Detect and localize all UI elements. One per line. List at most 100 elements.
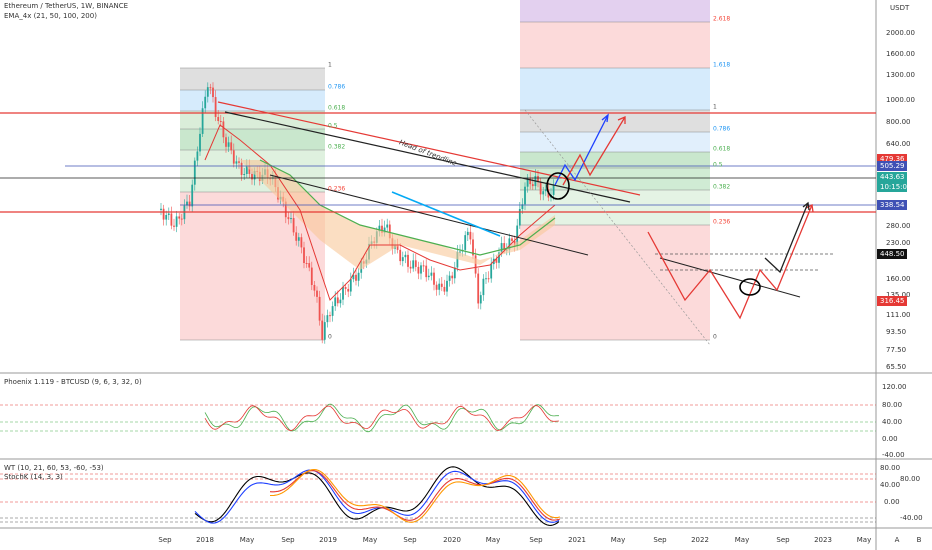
stoch-line <box>269 470 561 521</box>
time-axis-label: 2020 <box>443 536 461 544</box>
candle <box>531 184 534 187</box>
candle <box>459 251 461 253</box>
price-axis-label: 93.50 <box>886 328 906 336</box>
candle <box>310 267 313 285</box>
candle <box>222 121 225 138</box>
candle <box>427 275 430 278</box>
candle <box>357 272 360 281</box>
candle <box>214 97 217 117</box>
price-tag <box>877 200 907 210</box>
fib-label: 0.236 <box>713 219 730 226</box>
candle <box>344 286 347 289</box>
fib-label: 1 <box>328 62 332 69</box>
phoenix-axis-label: 120.00 <box>882 383 907 391</box>
price-tag <box>877 172 907 182</box>
candle <box>303 247 305 263</box>
candle <box>401 257 404 262</box>
fib-label: 0 <box>713 334 717 341</box>
candle <box>219 120 222 122</box>
price-axis-label: 1600.00 <box>886 50 915 58</box>
price-tag-label: 338.54 <box>880 201 905 209</box>
candle <box>511 238 513 241</box>
price-axis-label: 77.50 <box>886 346 906 354</box>
candle <box>165 214 168 220</box>
fib-label: 0.786 <box>328 84 345 91</box>
drawing-path <box>617 116 626 124</box>
candle <box>287 217 290 220</box>
candle <box>253 170 256 180</box>
fib-label: 0.5 <box>713 162 723 169</box>
fib-zone <box>520 225 710 340</box>
price-tag <box>877 161 907 171</box>
fib-label: 0.382 <box>713 184 730 191</box>
price-axis-label: 1000.00 <box>886 96 915 104</box>
candle <box>508 238 511 250</box>
candle <box>524 186 526 205</box>
price-axis-label: 1300.00 <box>886 71 915 79</box>
ema-band <box>240 160 555 270</box>
candle <box>336 297 339 304</box>
candle <box>539 182 542 195</box>
candle <box>331 306 334 316</box>
time-axis-label: May <box>735 536 749 544</box>
candle <box>456 251 459 268</box>
candle <box>188 201 191 207</box>
circle-mark <box>739 278 761 296</box>
candle <box>482 278 485 296</box>
price-axis-label: 160.00 <box>886 275 911 283</box>
texts: 1 0.786 0.618 0.5 0.382 0.236 0 2.618 1.618 1 0.78… <box>158 16 922 545</box>
candle <box>206 87 209 97</box>
price-axis-label: 2000.00 <box>886 29 915 37</box>
candle <box>251 173 253 180</box>
fib-label: 0.236 <box>328 186 345 193</box>
price-tag <box>877 182 907 192</box>
candle <box>217 116 220 121</box>
corner-button: A <box>895 536 900 544</box>
wt-axis-label: 40.00 <box>880 481 900 489</box>
ema-red <box>204 124 556 301</box>
candle <box>451 275 454 279</box>
fib-label: 0.618 <box>328 105 345 112</box>
indicator-title: EMA_4x (21, 50, 100, 200) <box>4 12 97 20</box>
candle <box>329 315 331 317</box>
candle <box>446 280 448 292</box>
drawing-line <box>391 191 501 237</box>
drawing-path <box>764 202 809 274</box>
price-tag <box>877 249 907 259</box>
price-tag-label: 10:15:07 <box>880 183 911 191</box>
candle <box>420 265 422 274</box>
candle <box>386 224 389 228</box>
time-axis-label: Sep <box>529 536 543 544</box>
candle <box>196 151 199 161</box>
time-axis-label: 2022 <box>691 536 709 544</box>
candle <box>199 133 201 152</box>
candle <box>160 208 162 210</box>
candle <box>518 209 521 226</box>
candle <box>430 272 433 276</box>
candle <box>313 284 316 291</box>
price-tag-label: 443.63 <box>880 173 905 181</box>
candle <box>201 108 204 134</box>
candle <box>521 204 524 210</box>
candle <box>453 267 456 279</box>
candle <box>243 174 246 176</box>
drawing-path <box>647 204 813 320</box>
drawing-line <box>224 111 631 203</box>
candle <box>414 260 417 267</box>
candle <box>464 235 467 250</box>
candle <box>227 142 230 147</box>
time-axis-label: Sep <box>158 536 172 544</box>
drawings <box>0 101 876 526</box>
stoch-title: StochK (14, 3, 3) <box>4 473 63 481</box>
time-axis-label: 2019 <box>319 536 337 544</box>
price-tag <box>877 296 907 306</box>
fib-zone <box>520 132 710 152</box>
candle <box>552 184 555 195</box>
candle <box>422 265 425 267</box>
price-tag-label: 505.29 <box>880 162 905 170</box>
candle <box>396 245 399 250</box>
price-tag-label: 479.36 <box>880 155 905 163</box>
wt-axis-label: 0.00 <box>884 498 900 506</box>
candle <box>230 142 233 151</box>
